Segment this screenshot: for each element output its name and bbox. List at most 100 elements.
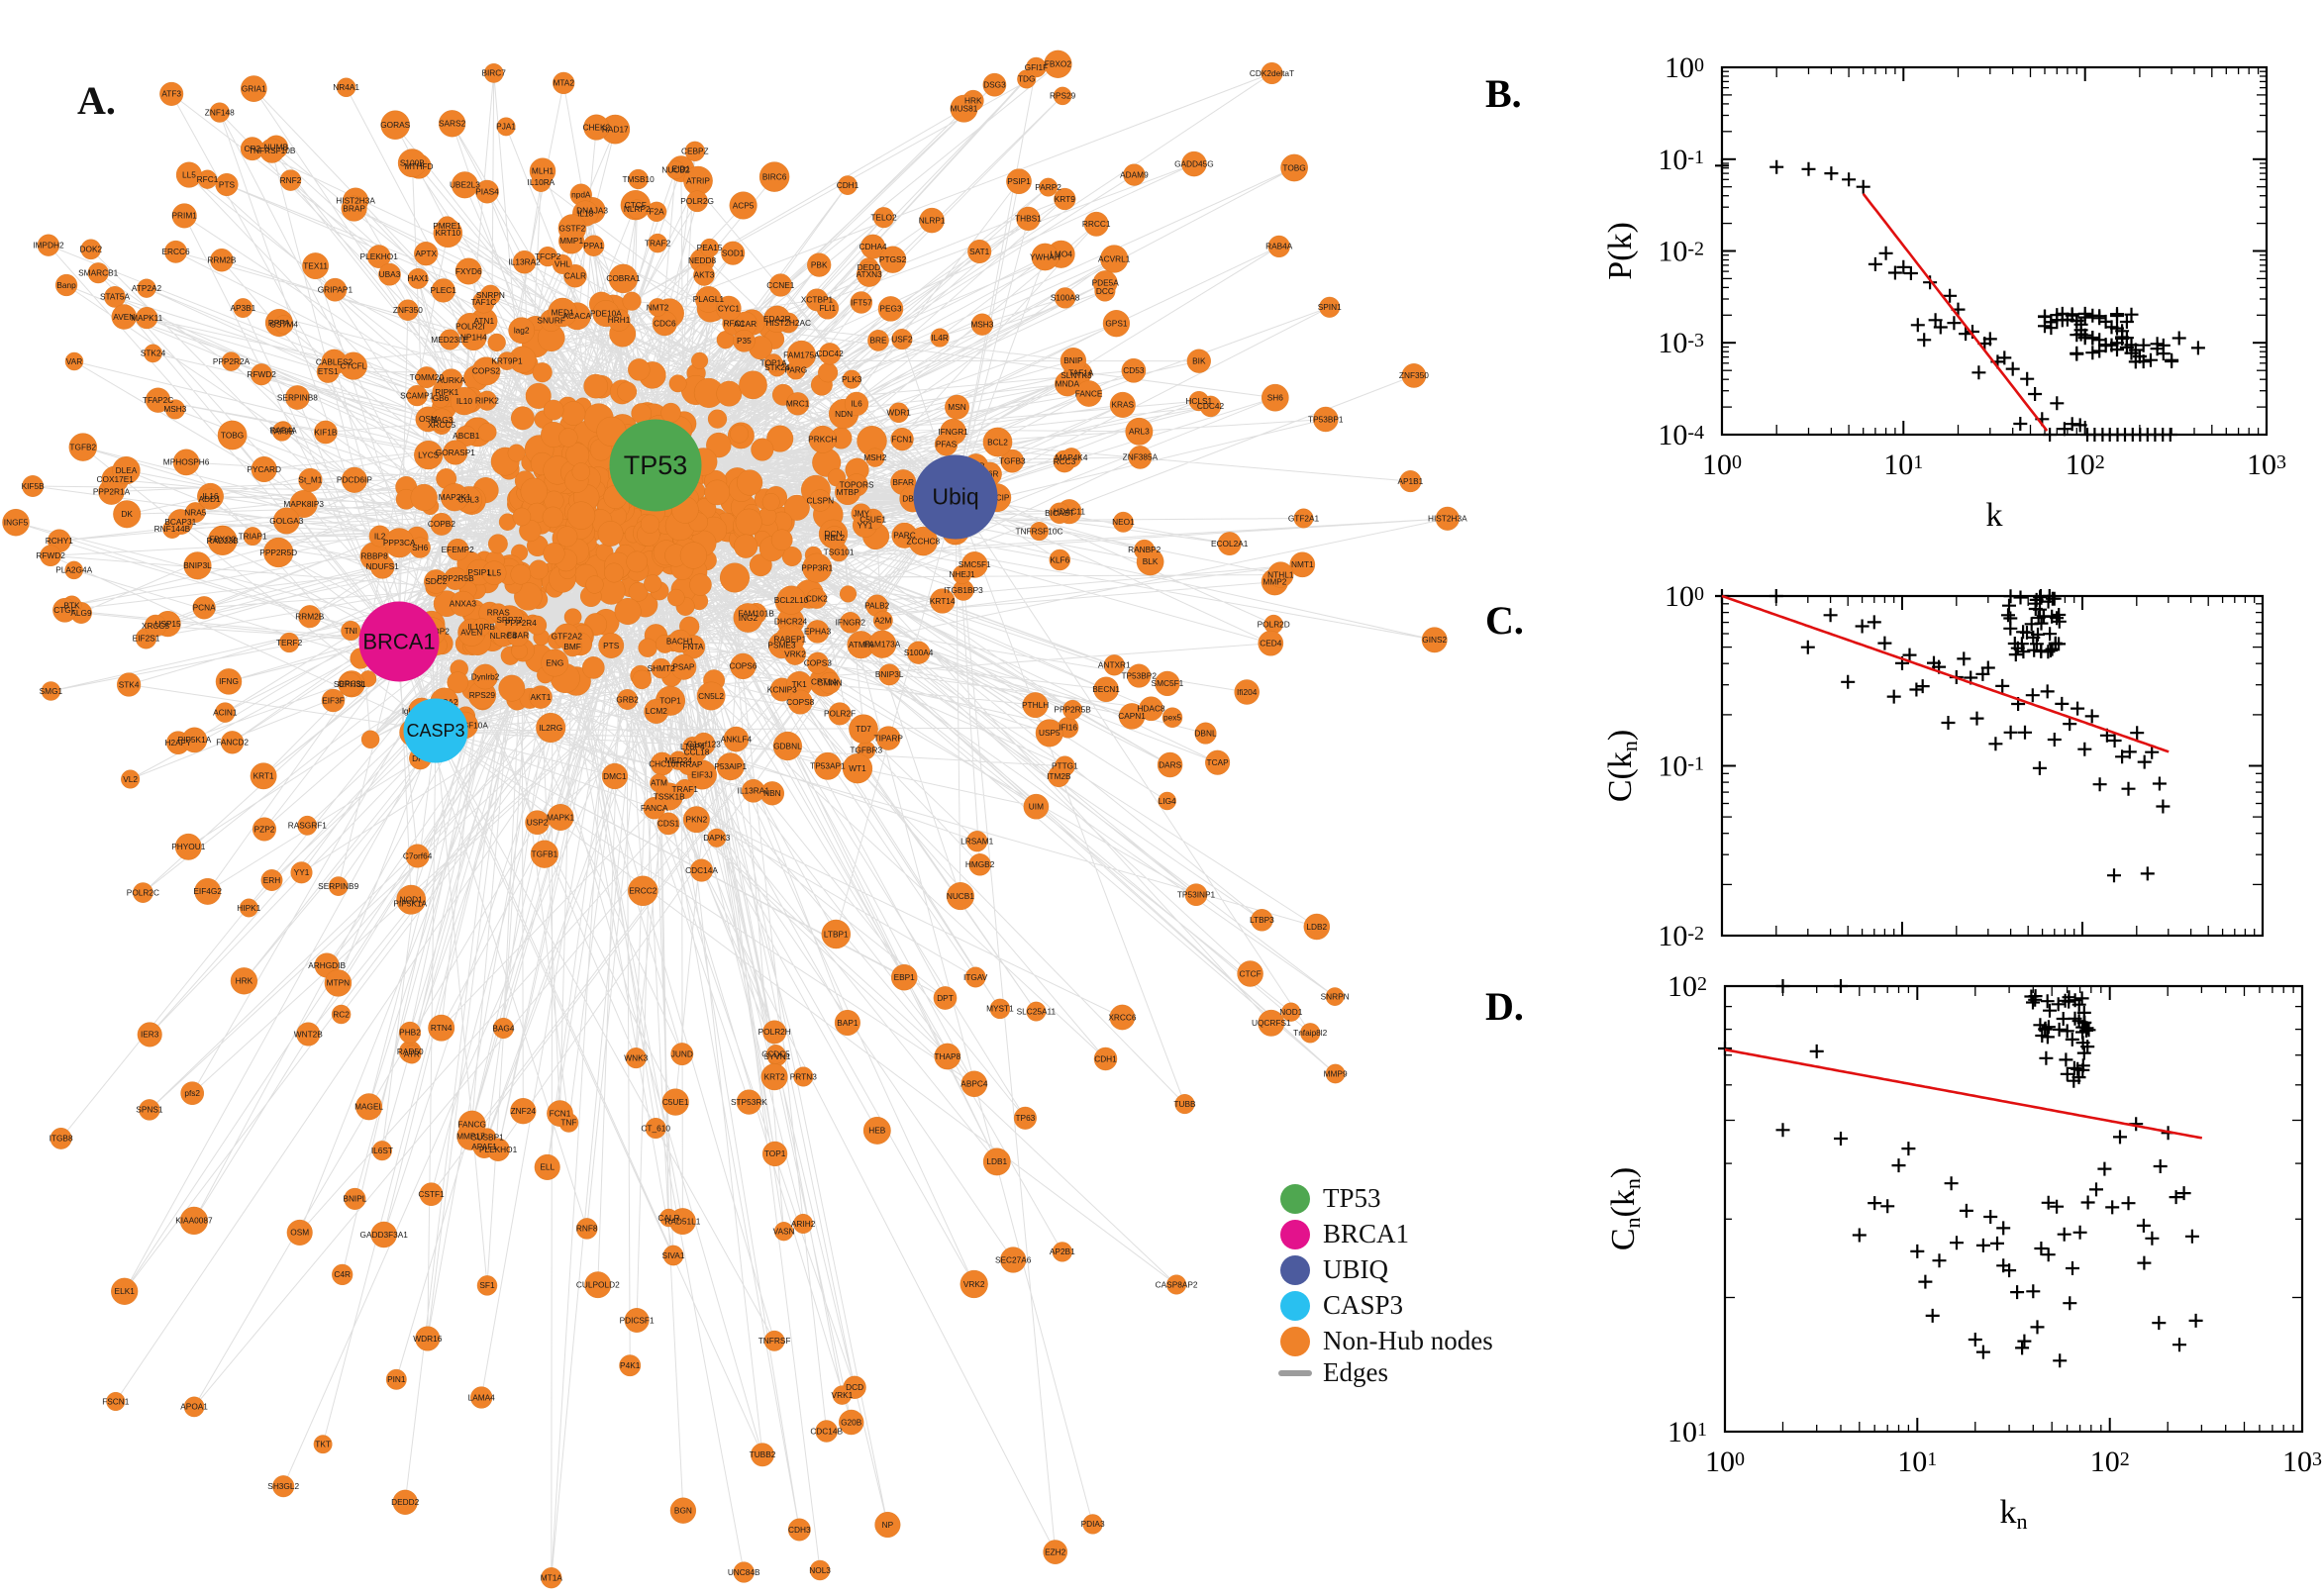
svg-text:NLRP2: NLRP2 xyxy=(624,204,651,214)
svg-text:GADD3F3A1: GADD3F3A1 xyxy=(359,1230,408,1240)
svg-text:PMRE1: PMRE1 xyxy=(433,221,461,231)
svg-text:WT1: WT1 xyxy=(849,763,866,773)
svg-text:HAX1: HAX1 xyxy=(407,273,429,283)
svg-text:SMARCB1: SMARCB1 xyxy=(78,268,118,278)
svg-text:DMC1: DMC1 xyxy=(603,771,627,781)
svg-text:NOL3: NOL3 xyxy=(809,1565,831,1575)
svg-text:PJA1: PJA1 xyxy=(496,122,516,132)
svg-text:VL2: VL2 xyxy=(123,774,138,784)
svg-text:COPS6: COPS6 xyxy=(729,661,758,671)
svg-text:USP2: USP2 xyxy=(527,818,549,828)
svg-text:STK24: STK24 xyxy=(141,349,166,358)
svg-text:IMPDH2: IMPDH2 xyxy=(33,241,64,250)
svg-text:LIG4: LIG4 xyxy=(1159,796,1176,806)
svg-text:P4K1: P4K1 xyxy=(620,1360,641,1370)
svg-text:TELO2: TELO2 xyxy=(870,213,897,223)
svg-text:101: 101 xyxy=(1667,1416,1707,1448)
svg-text:ATXN3: ATXN3 xyxy=(857,269,883,279)
svg-text:TK1: TK1 xyxy=(792,679,808,689)
svg-text:FAM175A: FAM175A xyxy=(783,349,820,359)
svg-text:ANTXR1: ANTXR1 xyxy=(1098,660,1131,670)
svg-text:MMP9: MMP9 xyxy=(1324,1068,1348,1078)
svg-text:TUBB2: TUBB2 xyxy=(750,1449,776,1459)
svg-text:ANKLF4: ANKLF4 xyxy=(721,734,753,744)
svg-text:GRB2: GRB2 xyxy=(616,694,639,704)
svg-text:RFC1: RFC1 xyxy=(197,174,219,184)
svg-text:KRT9: KRT9 xyxy=(1055,194,1075,204)
svg-text:FANCD2: FANCD2 xyxy=(216,738,249,748)
svg-text:BCAP31: BCAP31 xyxy=(164,517,196,527)
svg-text:UIM: UIM xyxy=(1029,802,1044,812)
svg-text:C4R: C4R xyxy=(334,1269,351,1279)
svg-text:ERH: ERH xyxy=(263,875,281,885)
svg-text:ADAM9: ADAM9 xyxy=(1120,169,1149,179)
svg-text:PFAS: PFAS xyxy=(936,440,958,449)
svg-text:PRTN3: PRTN3 xyxy=(790,1071,817,1081)
svg-text:Dynlrb2: Dynlrb2 xyxy=(471,671,500,681)
svg-text:ANXA3: ANXA3 xyxy=(450,599,477,609)
svg-text:ABCB1: ABCB1 xyxy=(453,431,480,441)
svg-text:RRCC1: RRCC1 xyxy=(1082,219,1111,229)
svg-text:TP53AP1: TP53AP1 xyxy=(810,761,846,771)
svg-text:AP2B1: AP2B1 xyxy=(1050,1247,1075,1256)
svg-text:LTBP1: LTBP1 xyxy=(824,929,849,939)
svg-text:YY1: YY1 xyxy=(294,867,310,877)
svg-text:APOA1: APOA1 xyxy=(180,1402,208,1412)
svg-text:CHC10: CHC10 xyxy=(649,758,676,768)
svg-text:FCN1: FCN1 xyxy=(891,434,913,444)
svg-text:PTS: PTS xyxy=(603,641,620,650)
svg-text:CEBPZ: CEBPZ xyxy=(681,147,709,156)
svg-text:SERPINB8: SERPINB8 xyxy=(277,392,318,402)
svg-text:HMGB2: HMGB2 xyxy=(965,859,995,869)
svg-text:RRM2B: RRM2B xyxy=(295,612,325,622)
svg-text:NEO1: NEO1 xyxy=(1112,517,1135,527)
svg-text:PLK3: PLK3 xyxy=(842,374,862,384)
svg-text:ERCC6: ERCC6 xyxy=(161,247,190,256)
svg-text:MAPK11: MAPK11 xyxy=(131,313,163,323)
svg-text:MPHOSPH6: MPHOSPH6 xyxy=(163,457,210,467)
svg-text:PTGS2: PTGS2 xyxy=(879,254,907,264)
svg-text:LDB1: LDB1 xyxy=(986,1156,1007,1166)
svg-text:CDH1: CDH1 xyxy=(1094,1053,1117,1063)
svg-text:RNF2: RNF2 xyxy=(280,175,302,185)
svg-text:ZNF385A: ZNF385A xyxy=(1123,452,1159,462)
svg-text:YWHAH: YWHAH xyxy=(1030,251,1060,261)
svg-text:ZCCHC8: ZCCHC8 xyxy=(906,536,940,546)
svg-text:LL5: LL5 xyxy=(182,169,196,179)
svg-text:TP53: TP53 xyxy=(1323,1183,1381,1213)
svg-text:WNT2B: WNT2B xyxy=(294,1029,324,1039)
svg-text:IFNGR1: IFNGR1 xyxy=(938,427,968,437)
svg-text:ELK1: ELK1 xyxy=(115,1286,136,1296)
svg-text:DK: DK xyxy=(121,509,133,519)
svg-text:NOD1: NOD1 xyxy=(400,895,423,905)
svg-text:BCL2L10: BCL2L10 xyxy=(774,595,809,605)
svg-text:MAP2K1: MAP2K1 xyxy=(439,492,471,502)
svg-text:S100A8: S100A8 xyxy=(1051,293,1080,303)
svg-text:GTF2A2: GTF2A2 xyxy=(552,631,583,641)
svg-text:TP63: TP63 xyxy=(1015,1113,1035,1123)
svg-text:NTHL1: NTHL1 xyxy=(1267,569,1294,579)
svg-text:NP1H4: NP1H4 xyxy=(460,333,487,343)
svg-text:NUCB2: NUCB2 xyxy=(661,164,690,174)
svg-text:ZNF350: ZNF350 xyxy=(1399,370,1429,380)
svg-text:MAPK1: MAPK1 xyxy=(547,812,575,822)
svg-text:NMT1: NMT1 xyxy=(1291,559,1314,569)
svg-text:MMP17: MMP17 xyxy=(456,1132,485,1142)
svg-text:TP53: TP53 xyxy=(624,450,688,480)
svg-text:A2M: A2M xyxy=(874,616,891,626)
svg-text:APTX: APTX xyxy=(415,249,437,258)
svg-text:MMP1: MMP1 xyxy=(559,236,583,246)
svg-text:NP: NP xyxy=(882,1520,894,1530)
svg-text:CASP3: CASP3 xyxy=(406,721,464,741)
svg-text:ADD1: ADD1 xyxy=(199,494,222,504)
svg-text:ZNF24: ZNF24 xyxy=(511,1106,537,1116)
svg-text:RNF8: RNF8 xyxy=(576,1224,598,1234)
svg-text:PPP2R1A: PPP2R1A xyxy=(93,486,131,496)
svg-text:ABPC4: ABPC4 xyxy=(960,1079,988,1089)
svg-text:EFEMP2: EFEMP2 xyxy=(442,545,475,554)
svg-text:TD7: TD7 xyxy=(856,724,871,734)
svg-text:PLEKHO1: PLEKHO1 xyxy=(479,1145,518,1154)
svg-text:CR2: CR2 xyxy=(244,144,260,153)
svg-text:PLA2G4A: PLA2G4A xyxy=(55,565,92,575)
svg-text:BRAP: BRAP xyxy=(343,203,365,213)
